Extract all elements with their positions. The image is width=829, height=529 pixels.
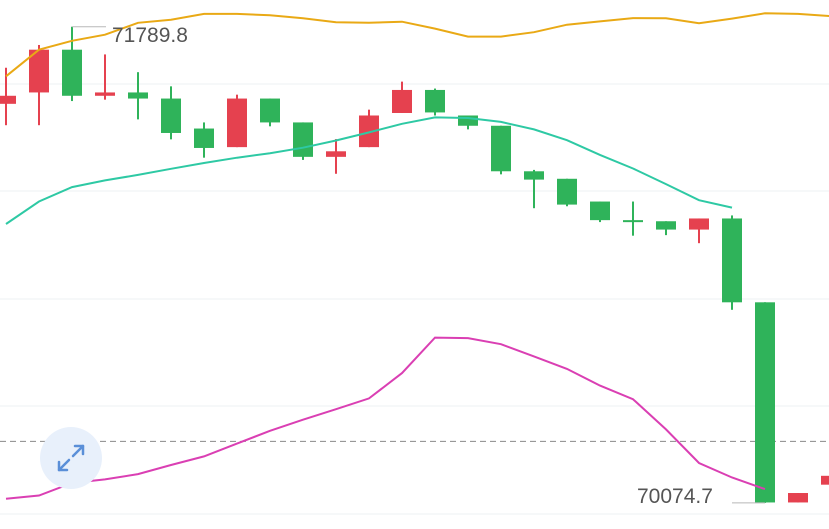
candle-body bbox=[0, 95, 16, 104]
candle-body bbox=[227, 98, 247, 148]
candle-body bbox=[359, 115, 379, 148]
candle-body bbox=[590, 201, 610, 221]
lower-band-line bbox=[5, 336, 766, 500]
candle-body bbox=[755, 302, 775, 503]
middle-band-line bbox=[5, 116, 733, 225]
candle-body bbox=[62, 49, 82, 96]
max-price-label: 71789.8 bbox=[112, 24, 188, 47]
candle-body bbox=[326, 151, 346, 157]
candle-body bbox=[458, 115, 478, 126]
candles bbox=[0, 26, 829, 503]
grid-lines bbox=[0, 83, 829, 515]
candle-body bbox=[161, 98, 181, 133]
upper-band-line bbox=[5, 12, 829, 78]
candle-body bbox=[524, 171, 544, 180]
candle-body bbox=[821, 475, 829, 485]
min-price-label: 70074.7 bbox=[637, 485, 713, 508]
candle-body bbox=[128, 92, 148, 99]
candle-body bbox=[425, 89, 445, 113]
expand-chart-button[interactable] bbox=[40, 427, 102, 489]
candle-body bbox=[623, 220, 643, 223]
candle-body bbox=[392, 89, 412, 113]
candle-body bbox=[557, 178, 577, 205]
expand-arrows-icon bbox=[57, 444, 85, 472]
candle-body bbox=[194, 128, 214, 148]
candle-body bbox=[260, 98, 280, 123]
candle-body bbox=[95, 92, 115, 96]
candle-body bbox=[293, 122, 313, 157]
candle-body bbox=[491, 125, 511, 172]
candle-body bbox=[29, 49, 49, 93]
candle-body bbox=[788, 493, 808, 503]
candle-body bbox=[722, 218, 742, 303]
candle-body bbox=[656, 221, 676, 230]
candle-body bbox=[689, 218, 709, 230]
